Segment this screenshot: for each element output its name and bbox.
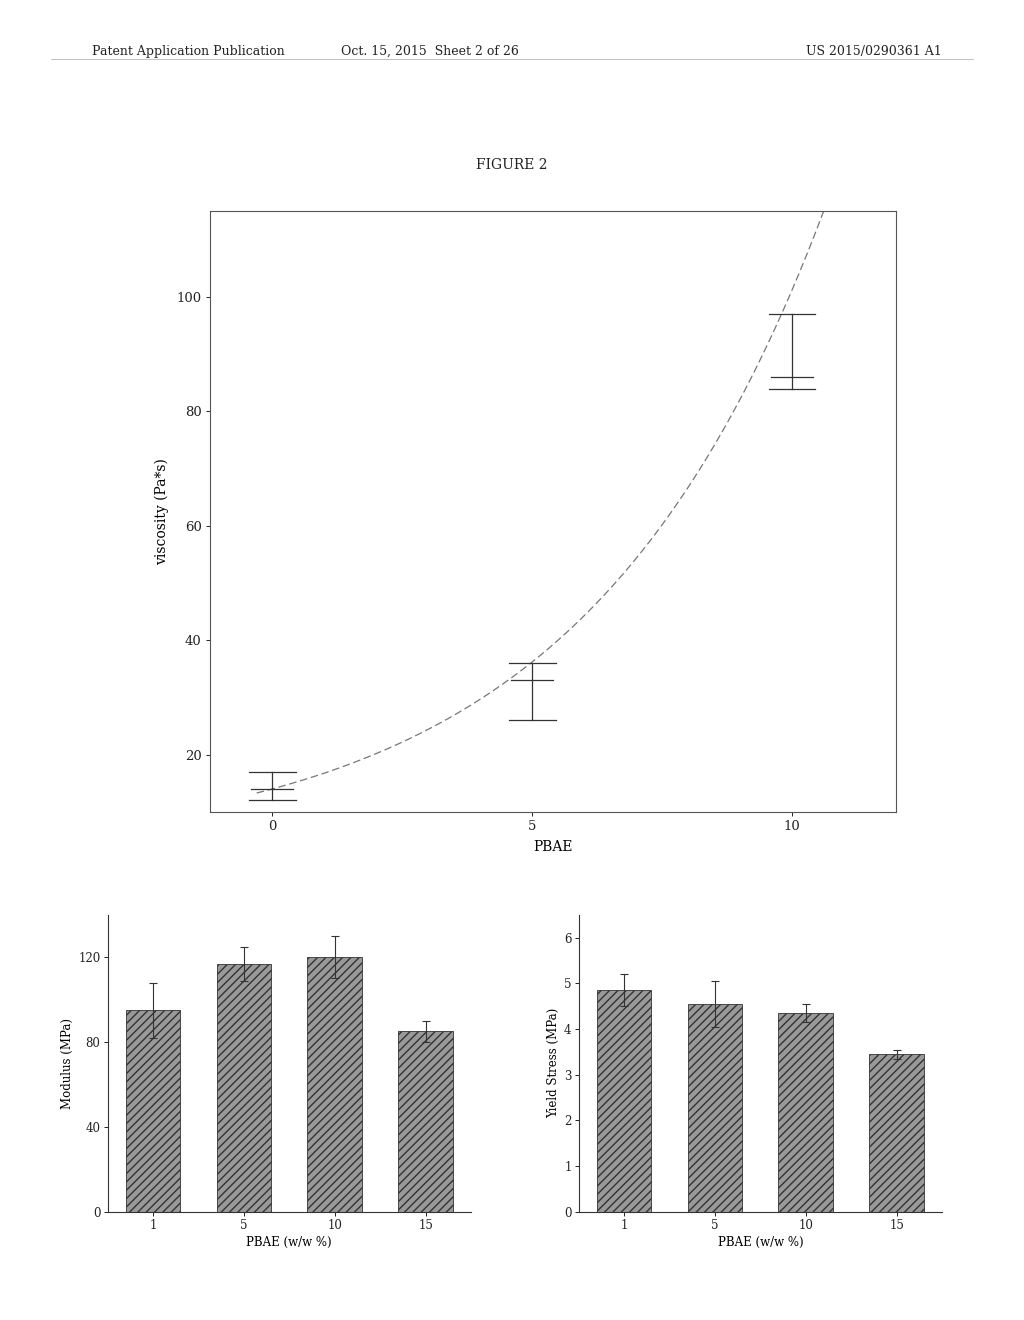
Text: Patent Application Publication: Patent Application Publication — [92, 45, 285, 58]
Bar — [307, 957, 361, 1212]
Y-axis label: Modulus (MPa): Modulus (MPa) — [61, 1018, 74, 1109]
Bar — [597, 990, 651, 1212]
Text: FIGURE 2: FIGURE 2 — [476, 158, 548, 173]
Bar — [778, 1012, 834, 1212]
Bar — [869, 1055, 924, 1212]
Text: US 2015/0290361 A1: US 2015/0290361 A1 — [806, 45, 942, 58]
Y-axis label: Yield Stress (MPa): Yield Stress (MPa) — [547, 1008, 560, 1118]
Bar — [216, 964, 271, 1212]
X-axis label: PBAE (w/w %): PBAE (w/w %) — [247, 1236, 332, 1249]
X-axis label: PBAE: PBAE — [534, 840, 572, 854]
X-axis label: PBAE (w/w %): PBAE (w/w %) — [718, 1236, 803, 1249]
Bar — [126, 1010, 180, 1212]
Bar — [688, 1003, 742, 1212]
Y-axis label: viscosity (Pa*s): viscosity (Pa*s) — [155, 458, 170, 565]
Text: Oct. 15, 2015  Sheet 2 of 26: Oct. 15, 2015 Sheet 2 of 26 — [341, 45, 519, 58]
Bar — [398, 1031, 453, 1212]
